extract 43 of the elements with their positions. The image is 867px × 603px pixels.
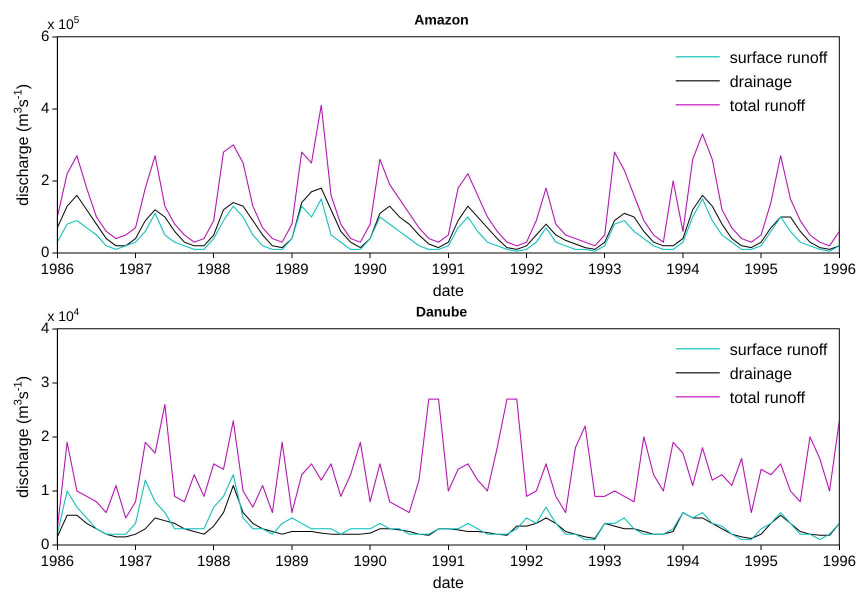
chart-title: Amazon [414, 11, 469, 28]
legend-label: total runoff [730, 98, 806, 115]
y-tick-label: 1 [41, 482, 50, 500]
x-axis-title: date [432, 575, 464, 592]
y-tick-label: 4 [41, 320, 50, 337]
y-tick-label: 3 [41, 374, 50, 391]
x-axis-title: date [432, 283, 464, 300]
legend-label: total runoff [730, 390, 806, 407]
x-tick-label: 1993 [588, 553, 622, 570]
y-tick-label: 6 [41, 28, 50, 45]
x-tick-label: 1989 [275, 261, 309, 278]
x-tick-label: 1990 [353, 261, 387, 278]
x-tick-label: 1990 [353, 553, 387, 570]
y-tick-label: 0 [41, 244, 50, 262]
x-tick-label: 1989 [275, 553, 309, 570]
x-tick-label: 1994 [666, 261, 700, 278]
x-tick-label: 1986 [40, 553, 74, 570]
x-tick-label: 1986 [40, 261, 74, 278]
legend-label: surface runoff [730, 50, 828, 67]
x-tick-label: 1992 [510, 553, 544, 570]
y-tick-label: 0 [41, 536, 50, 554]
x-tick-label: 1991 [432, 261, 466, 278]
x-tick-label: 1995 [744, 553, 778, 570]
y-tick-label: 2 [41, 172, 50, 190]
legend-label: drainage [730, 366, 792, 383]
x-tick-label: 1987 [118, 261, 152, 278]
x-tick-label: 1994 [666, 553, 700, 570]
y-tick-label: 4 [41, 100, 50, 118]
y-axis-title: discharge (m3s-1) [12, 376, 32, 498]
y-axis-title: discharge (m3s-1) [12, 84, 32, 206]
x-tick-label: 1991 [432, 553, 466, 570]
y-tick-label: 2 [41, 428, 50, 446]
x-tick-label: 1996 [822, 261, 856, 278]
x-tick-label: 1996 [822, 553, 856, 570]
x-tick-label: 1988 [197, 553, 230, 570]
x-tick-label: 1987 [118, 553, 152, 570]
x-tick-label: 1995 [744, 261, 778, 278]
chart-title: Danube [416, 303, 468, 320]
legend-label: surface runoff [730, 342, 828, 359]
x-tick-label: 1992 [510, 261, 544, 278]
x-tick-label: 1988 [197, 261, 230, 278]
legend-label: drainage [730, 74, 792, 91]
x-tick-label: 1993 [588, 261, 622, 278]
